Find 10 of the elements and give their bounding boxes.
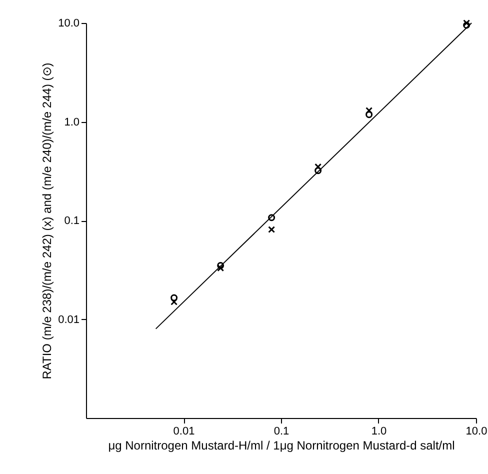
y-axis-title: RATIO (m/e 238)/(m/e 242) (x) and (m/e 240)/(m/e 244) (⊙)	[40, 62, 54, 380]
x-tick-label: 10.0	[466, 426, 488, 438]
y-tick-label: 0.1	[64, 215, 80, 227]
x-tick-label: 0.01	[173, 426, 195, 438]
y-tick-label: 10.0	[58, 18, 80, 30]
x-tick-label: 1.0	[371, 426, 387, 438]
x-axis-title: μg Nornitrogen Mustard-H/ml / 1μg Nornitrogen Mustard-d salt/ml	[108, 438, 455, 452]
y-tick-label: 0.01	[58, 314, 80, 326]
x-tick-label: 0.1	[274, 426, 290, 438]
y-tick-label: 1.0	[64, 116, 80, 128]
